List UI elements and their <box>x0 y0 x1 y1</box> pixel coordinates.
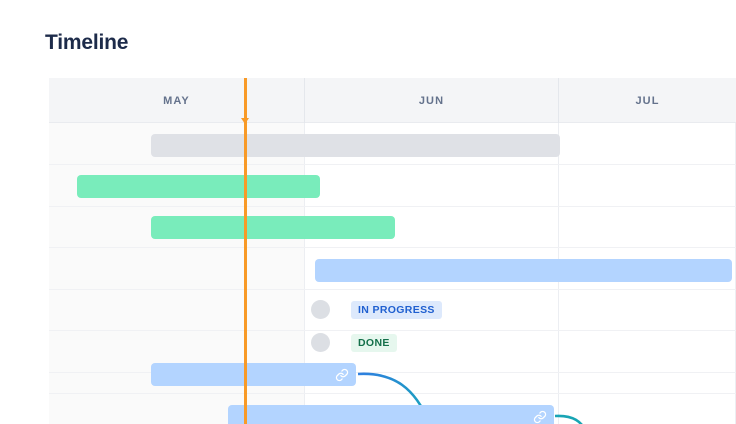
gantt-bar[interactable] <box>77 175 320 198</box>
today-marker-head-icon <box>241 118 249 124</box>
status-row-done[interactable]: DONE <box>311 333 397 352</box>
row-divider <box>49 372 736 373</box>
row-divider <box>49 289 736 290</box>
avatar[interactable] <box>311 300 330 319</box>
timeline-month-header: MAY JUN JUL <box>49 78 736 123</box>
gantt-bar[interactable] <box>151 216 395 239</box>
gantt-bar[interactable] <box>315 259 732 282</box>
status-row-in-progress[interactable]: IN PROGRESS <box>311 300 442 319</box>
gantt-bar[interactable] <box>151 363 356 386</box>
month-column-header-jul[interactable]: JUL <box>635 94 660 107</box>
row-divider <box>49 330 736 331</box>
month-column-header-jun[interactable]: JUN <box>305 78 559 123</box>
status-badge[interactable]: IN PROGRESS <box>351 300 442 319</box>
page-title: Timeline <box>45 31 129 54</box>
today-marker-line <box>241 78 249 424</box>
row-divider <box>49 164 736 165</box>
gantt-bar[interactable] <box>228 405 554 424</box>
status-badge[interactable]: DONE <box>351 333 397 352</box>
row-divider <box>49 206 736 207</box>
row-divider <box>49 247 736 248</box>
link-icon[interactable] <box>533 410 547 424</box>
link-icon[interactable] <box>335 368 349 382</box>
month-column-header-may[interactable]: MAY <box>49 78 305 123</box>
gantt-bar[interactable] <box>151 134 560 157</box>
avatar[interactable] <box>311 333 330 352</box>
row-divider <box>49 393 736 394</box>
timeline-chart: MAY JUN JUL <box>49 78 736 424</box>
